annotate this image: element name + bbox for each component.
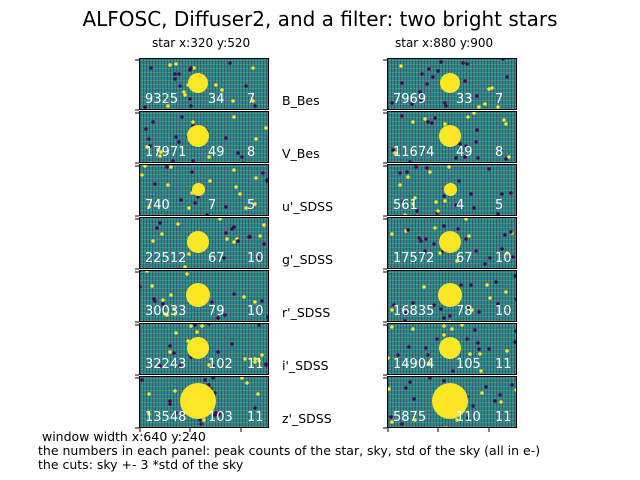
sky-level: 34 <box>208 92 225 107</box>
star-image <box>439 337 461 359</box>
image-panel: 16835 78 10 <box>387 270 517 322</box>
image-panel: 14904 105 11 <box>387 323 517 375</box>
sky-std: 8 <box>247 145 256 160</box>
panel-stats: 17572 67 10 <box>388 252 516 266</box>
star-image <box>439 231 461 253</box>
panel-stats: 16835 78 10 <box>388 305 516 319</box>
sky-level: 105 <box>456 357 481 372</box>
panel-stats: 22512 67 10 <box>140 252 268 266</box>
sky-level: 110 <box>456 410 481 425</box>
panel-stats: 14904 105 11 <box>388 358 516 372</box>
image-panel: 9325 34 7 <box>139 58 269 110</box>
panel-stats: 32243 102 11 <box>140 358 268 372</box>
column-title-left: star x:320 y:520 <box>152 36 251 50</box>
figure-title: ALFOSC, Diffuser2, and a filter: two bri… <box>82 7 558 31</box>
star-image <box>187 231 209 253</box>
sky-level: 67 <box>456 251 473 266</box>
peak-counts: 11674 <box>393 145 435 160</box>
panel-stats: 30033 79 10 <box>140 305 268 319</box>
star-image <box>186 283 210 307</box>
sky-std: 10 <box>495 304 512 319</box>
sky-std: 8 <box>495 145 504 160</box>
image-panel: 17971 49 8 <box>139 111 269 163</box>
image-panel: 17572 67 10 <box>387 217 517 269</box>
panel-stats: 9325 34 7 <box>140 93 268 107</box>
sky-level: 4 <box>456 198 465 213</box>
sky-std: 10 <box>247 304 264 319</box>
caption-numbers-explanation: the numbers in each panel: peak counts o… <box>38 443 541 458</box>
peak-counts: 7969 <box>393 92 427 107</box>
filter-label: u'_SDSS <box>282 199 334 214</box>
peak-counts: 14904 <box>393 357 435 372</box>
image-panel: 22512 67 10 <box>139 217 269 269</box>
panel-stats: 5875 110 11 <box>388 411 516 425</box>
sky-std: 11 <box>247 357 264 372</box>
star-image <box>187 337 209 359</box>
panel-stats: 17971 49 8 <box>140 146 268 160</box>
peak-counts: 561 <box>393 198 418 213</box>
sky-std: 10 <box>495 251 512 266</box>
panel-stats: 740 7 5 <box>140 199 268 213</box>
peak-counts: 17572 <box>393 251 435 266</box>
sky-std: 7 <box>495 92 504 107</box>
star-image <box>180 383 216 419</box>
peak-counts: 13548 <box>145 410 187 425</box>
star-image <box>188 73 208 93</box>
star-image <box>443 182 457 196</box>
sky-level: 78 <box>456 304 473 319</box>
sky-level: 7 <box>208 198 217 213</box>
peak-counts: 30033 <box>145 304 187 319</box>
column-title-right: star x:880 y:900 <box>395 36 494 50</box>
image-panel: 30033 79 10 <box>139 270 269 322</box>
panel-stats: 7969 33 7 <box>388 93 516 107</box>
sky-std: 11 <box>495 410 512 425</box>
filter-label: V_Bes <box>282 146 320 161</box>
sky-std: 5 <box>247 198 256 213</box>
panel-stats: 11674 49 8 <box>388 146 516 160</box>
image-panel: 740 7 5 <box>139 164 269 216</box>
peak-counts: 32243 <box>145 357 187 372</box>
sky-level: 79 <box>208 304 225 319</box>
filter-label: g'_SDSS <box>282 252 334 267</box>
peak-counts: 16835 <box>393 304 435 319</box>
peak-counts: 5875 <box>393 410 427 425</box>
image-panel: 7969 33 7 <box>387 58 517 110</box>
filter-label: i'_SDSS <box>282 358 329 373</box>
sky-std: 11 <box>247 410 264 425</box>
panel-stats: 561 4 5 <box>388 199 516 213</box>
sky-level: 49 <box>456 145 473 160</box>
sky-level: 67 <box>208 251 225 266</box>
image-panel: 32243 102 11 <box>139 323 269 375</box>
sky-std: 10 <box>247 251 264 266</box>
filter-label: B_Bes <box>282 93 320 108</box>
sky-level: 103 <box>208 410 233 425</box>
sky-std: 5 <box>495 198 504 213</box>
star-image <box>438 283 462 307</box>
star-image <box>432 383 468 419</box>
sky-std: 7 <box>247 92 256 107</box>
peak-counts: 740 <box>145 198 170 213</box>
star-image <box>191 182 205 196</box>
image-panel: 13548 103 11 <box>139 376 269 428</box>
star-image <box>439 125 461 147</box>
panel-stats: 13548 103 11 <box>140 411 268 425</box>
peak-counts: 9325 <box>145 92 179 107</box>
image-panel: 5875 110 11 <box>387 376 517 428</box>
image-panel: 11674 49 8 <box>387 111 517 163</box>
figure-caption: window width x:640 y:240 the numbers in … <box>38 430 540 472</box>
image-panel: 561 4 5 <box>387 164 517 216</box>
filter-label: r'_SDSS <box>282 305 331 320</box>
filter-label: z'_SDSS <box>282 411 332 426</box>
caption-cuts-explanation: the cuts: sky +- 3 *std of the sky <box>38 457 244 472</box>
peak-counts: 22512 <box>145 251 187 266</box>
sky-level: 33 <box>456 92 473 107</box>
sky-level: 102 <box>208 357 233 372</box>
sky-level: 49 <box>208 145 225 160</box>
sky-std: 11 <box>495 357 512 372</box>
star-image <box>440 73 460 93</box>
caption-window-width: window width x:640 y:240 <box>38 429 206 444</box>
star-image <box>187 125 209 147</box>
peak-counts: 17971 <box>145 145 187 160</box>
